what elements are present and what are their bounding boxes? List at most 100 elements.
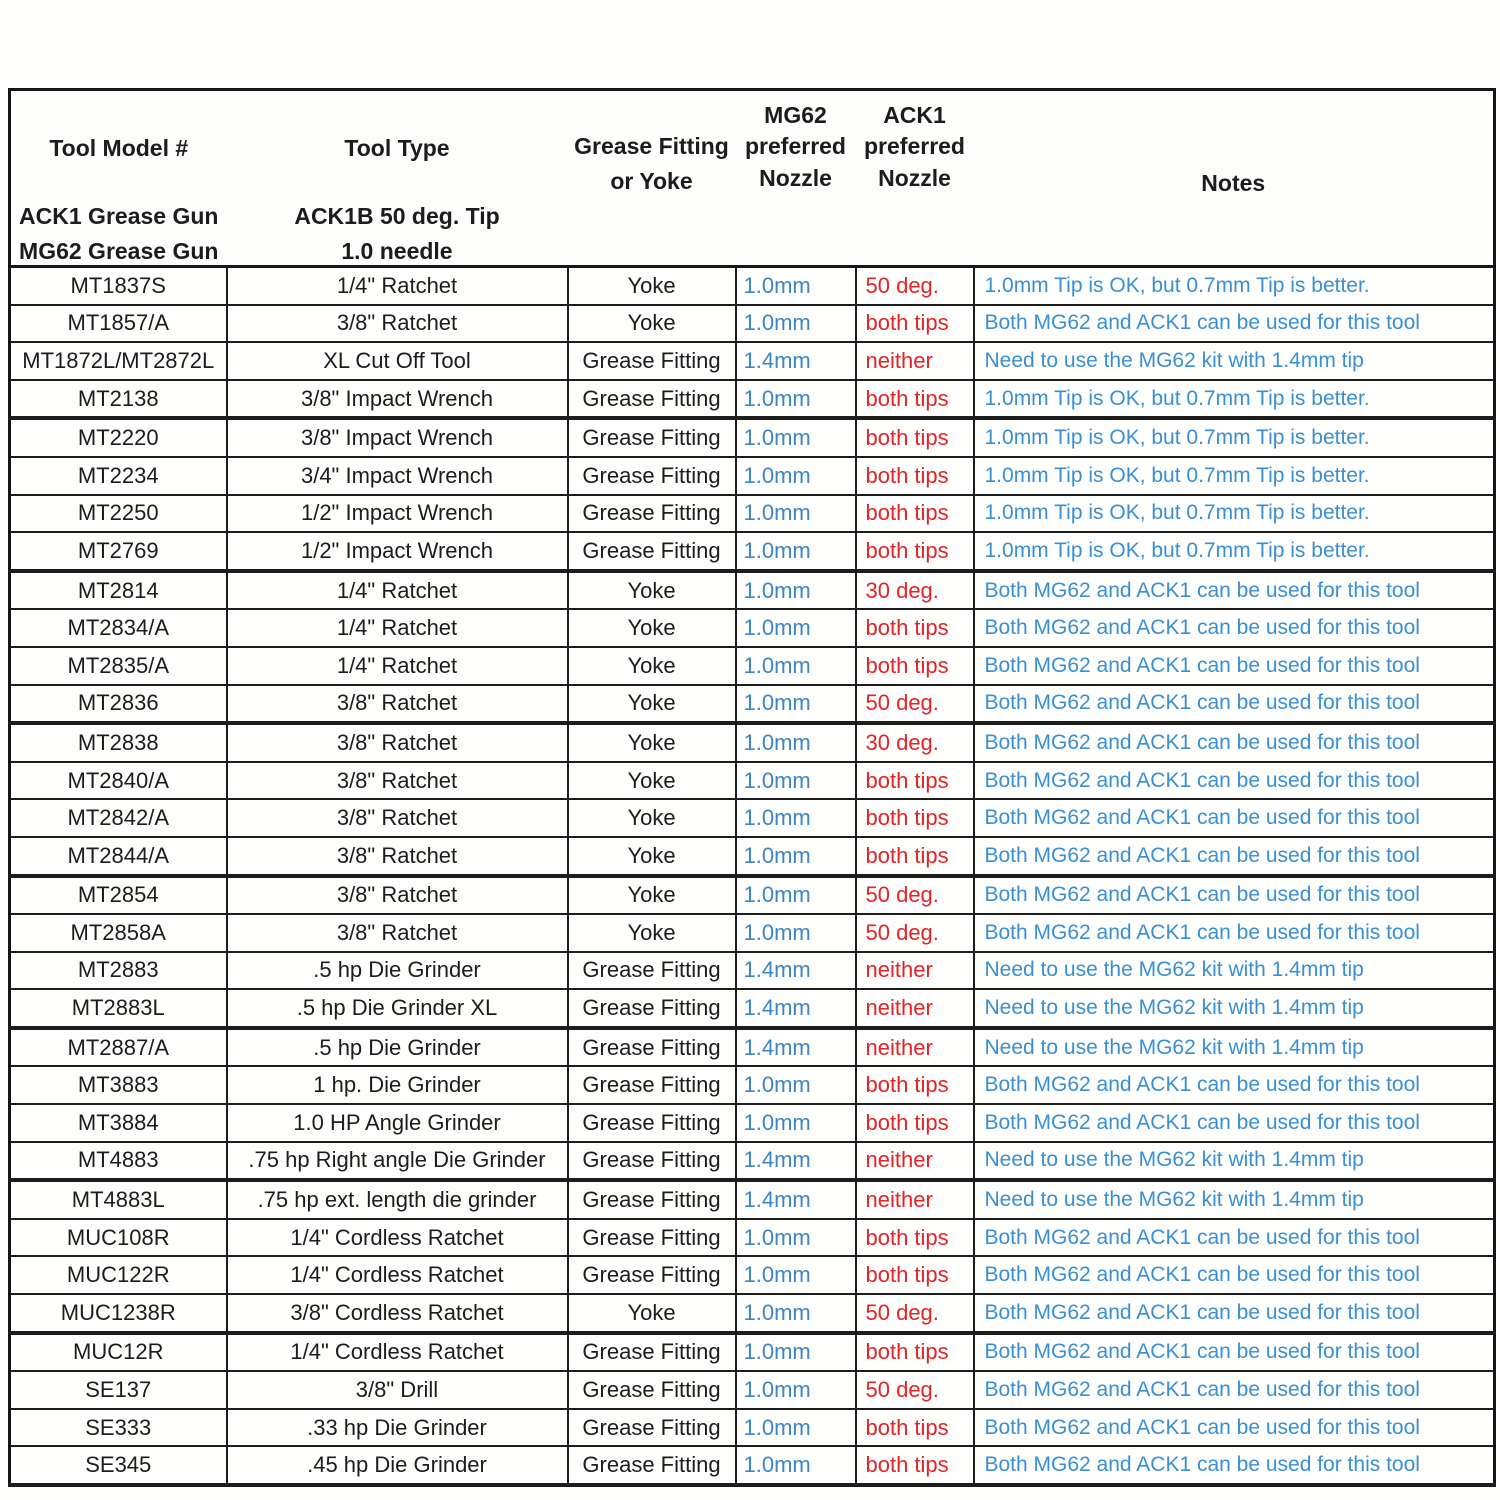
model-cell: MT2883	[8, 950, 228, 991]
tool-type-cell: 1/4" Cordless Ratchet	[225, 1331, 569, 1373]
mg62-nozzle-cell: 1.0mm	[734, 1103, 857, 1143]
header-ack1-grease-gun-label: ACK1 Grease Gun	[19, 203, 219, 229]
notes-cell: Need to use the MG62 kit with 1.4mm tip	[972, 341, 1496, 381]
table-row: MUC1238R 3/8" Cordless Ratchet Yoke 1.0mm 50…	[8, 1293, 1496, 1335]
ack1-nozzle-cell: 50 deg.	[854, 913, 975, 953]
model-cell: SE137	[8, 1370, 228, 1410]
notes-cell: 1.0mm Tip is OK, but 0.7mm Tip is better…	[972, 378, 1496, 421]
mg62-nozzle-cell: 1.4mm	[734, 988, 857, 1030]
notes-cell: Need to use the MG62 kit with 1.4mm tip	[972, 1179, 1496, 1220]
model-cell: MT2769	[8, 531, 228, 573]
model-cell: MUC1238R	[8, 1293, 228, 1335]
notes-cell: Both MG62 and ACK1 can be used for this …	[972, 874, 1496, 916]
model-cell: MT2220	[8, 417, 228, 458]
tool-type-cell: 3/8" Ratchet	[225, 722, 569, 763]
mg62-nozzle-cell: 1.0mm	[734, 1255, 857, 1296]
tool-type-cell: .75 hp ext. length die grinder	[225, 1179, 569, 1220]
tool-grease-compatibility-table: Tool Model # ACK1 Grease Gun MG62 Grease…	[8, 88, 1496, 1487]
tool-type-cell: .5 hp Die Grinder	[225, 950, 569, 991]
table-row: MT1857/A 3/8" Ratchet Yoke 1.0mm both tips Bo…	[8, 303, 1496, 344]
fitting-or-yoke-cell: Yoke	[566, 760, 737, 801]
notes-cell: Both MG62 and ACK1 can be used for this …	[972, 913, 1496, 953]
table-row: MT2835/A 1/4" Ratchet Yoke 1.0mm both tips Bo…	[8, 645, 1496, 686]
tool-type-cell: .75 hp Right angle Die Grinder	[225, 1140, 569, 1183]
ack1-nozzle-cell: 30 deg.	[854, 722, 975, 763]
fitting-or-yoke-cell: Yoke	[566, 874, 737, 916]
tool-type-cell: 1/4" Ratchet	[225, 569, 569, 611]
table-body: MT1837S 1/4" Ratchet Yoke 1.0mm 50 deg. 1.0mm…	[8, 265, 1496, 1487]
mg62-nozzle-cell: 1.0mm	[734, 455, 857, 496]
ack1-nozzle-cell: both tips	[854, 493, 975, 534]
model-cell: MT2844/A	[8, 835, 228, 878]
mg62-nozzle-cell: 1.0mm	[734, 1407, 857, 1448]
fitting-or-yoke-cell: Grease Fitting	[566, 531, 737, 573]
table-row: MT2883L .5 hp Die Grinder XL Grease Fittin…	[8, 988, 1496, 1030]
fitting-or-yoke-cell: Grease Fitting	[566, 950, 737, 991]
ack1-nozzle-cell: both tips	[854, 1255, 975, 1296]
mg62-nozzle-cell: 1.0mm	[734, 493, 857, 534]
model-cell: MT1857/A	[8, 303, 228, 344]
table-row: MT3884 1.0 HP Angle Grinder Grease Fitting…	[8, 1103, 1496, 1143]
notes-cell: Need to use the MG62 kit with 1.4mm tip	[972, 950, 1496, 991]
model-cell: MT1872L/MT2872L	[8, 341, 228, 381]
header-mg62-grease-gun-label: MG62 Grease Gun	[19, 238, 219, 264]
table-row: MT1872L/MT2872L XL Cut Off Tool Grease Fit…	[8, 341, 1496, 381]
table-header: Tool Model # ACK1 Grease Gun MG62 Grease…	[9, 89, 1495, 268]
mg62-nozzle-cell: 1.0mm	[734, 798, 857, 838]
mg62-nozzle-cell: 1.4mm	[734, 1140, 857, 1183]
tool-type-cell: 3/8" Ratchet	[225, 874, 569, 916]
notes-cell: 1.0mm Tip is OK, but 0.7mm Tip is better…	[972, 531, 1496, 573]
fitting-or-yoke-cell: Yoke	[566, 913, 737, 953]
fitting-or-yoke-cell: Grease Fitting	[566, 1217, 737, 1258]
fitting-or-yoke-cell: Yoke	[566, 798, 737, 838]
model-cell: MT1837S	[8, 265, 228, 306]
table-row: MT2854 3/8" Ratchet Yoke 1.0mm 50 deg. Both M…	[8, 874, 1496, 916]
model-cell: MT2250	[8, 493, 228, 534]
model-cell: MUC108R	[8, 1217, 228, 1258]
model-cell: MT2836	[8, 683, 228, 726]
fitting-or-yoke-cell: Grease Fitting	[566, 1179, 737, 1220]
mg62-nozzle-cell: 1.0mm	[734, 303, 857, 344]
notes-cell: Both MG62 and ACK1 can be used for this …	[972, 569, 1496, 611]
header-ack1b-tip-label: ACK1B 50 deg. Tip	[294, 203, 500, 229]
fitting-or-yoke-cell: Yoke	[566, 722, 737, 763]
tool-type-cell: 1 hp. Die Grinder	[225, 1065, 569, 1106]
tool-type-cell: .45 hp Die Grinder	[225, 1445, 569, 1487]
notes-cell: Both MG62 and ACK1 can be used for this …	[972, 835, 1496, 878]
model-cell: MT3884	[8, 1103, 228, 1143]
table-row: MT2769 1/2" Impact Wrench Grease Fitting 1.…	[8, 531, 1496, 573]
mg62-nozzle-cell: 1.0mm	[734, 645, 857, 686]
tool-type-cell: 1/2" Impact Wrench	[225, 531, 569, 573]
table-row: MT2844/A 3/8" Ratchet Yoke 1.0mm both tips Bo…	[8, 835, 1496, 878]
tool-type-cell: 1/2" Impact Wrench	[225, 493, 569, 534]
notes-cell: Both MG62 and ACK1 can be used for this …	[972, 1255, 1496, 1296]
fitting-or-yoke-cell: Grease Fitting	[566, 1065, 737, 1106]
fitting-or-yoke-cell: Yoke	[566, 683, 737, 726]
mg62-nozzle-cell: 1.4mm	[734, 1179, 857, 1220]
notes-cell: Both MG62 and ACK1 can be used for this …	[972, 1331, 1496, 1373]
mg62-nozzle-cell: 1.0mm	[734, 1065, 857, 1106]
mg62-nozzle-cell: 1.0mm	[734, 835, 857, 878]
notes-cell: Both MG62 and ACK1 can be used for this …	[972, 683, 1496, 726]
ack1-nozzle-cell: neither	[854, 341, 975, 381]
ack1-nozzle-cell: 50 deg.	[854, 874, 975, 916]
tool-type-cell: 3/8" Ratchet	[225, 683, 569, 726]
header-row: Tool Model # ACK1 Grease Gun MG62 Grease…	[9, 89, 1495, 268]
ack1-nozzle-cell: both tips	[854, 835, 975, 878]
table-row: MT2836 3/8" Ratchet Yoke 1.0mm 50 deg. Both M…	[8, 683, 1496, 726]
table-row: MT2234 3/4" Impact Wrench Grease Fitting 1.…	[8, 455, 1496, 496]
model-cell: MT2842/A	[8, 798, 228, 838]
mg62-nozzle-cell: 1.0mm	[734, 569, 857, 611]
table-row: MUC122R 1/4" Cordless Ratchet Grease Fitti…	[8, 1255, 1496, 1296]
model-cell: MT2858A	[8, 913, 228, 953]
fitting-or-yoke-cell: Yoke	[566, 835, 737, 878]
model-cell: MT2814	[8, 569, 228, 611]
header-tool-model: Tool Model # ACK1 Grease Gun MG62 Grease…	[9, 89, 227, 268]
model-cell: MT3883	[8, 1065, 228, 1106]
header-tool-type-title: Tool Type	[344, 135, 450, 161]
fitting-or-yoke-cell: Grease Fitting	[566, 1331, 737, 1373]
mg62-nozzle-cell: 1.0mm	[734, 1293, 857, 1335]
mg62-nozzle-cell: 1.0mm	[734, 378, 857, 421]
notes-cell: Both MG62 and ACK1 can be used for this …	[972, 1065, 1496, 1106]
fitting-or-yoke-cell: Grease Fitting	[566, 1103, 737, 1143]
